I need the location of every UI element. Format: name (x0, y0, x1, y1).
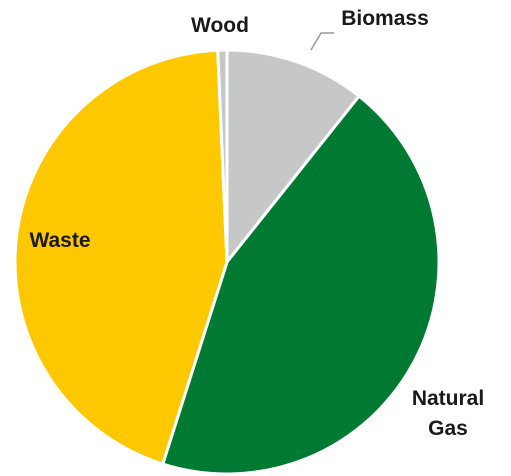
pie-slice (161, 94, 441, 476)
leader-line (310, 32, 334, 51)
slice-label: Waste (29, 229, 91, 252)
pie-slice (225, 48, 361, 264)
slice-label: Natural Gas (411, 387, 485, 440)
pie-slice (13, 48, 229, 466)
pie-slice (216, 48, 229, 264)
slice-label: Biomass (341, 7, 429, 30)
slice-label: Wood (191, 14, 249, 37)
